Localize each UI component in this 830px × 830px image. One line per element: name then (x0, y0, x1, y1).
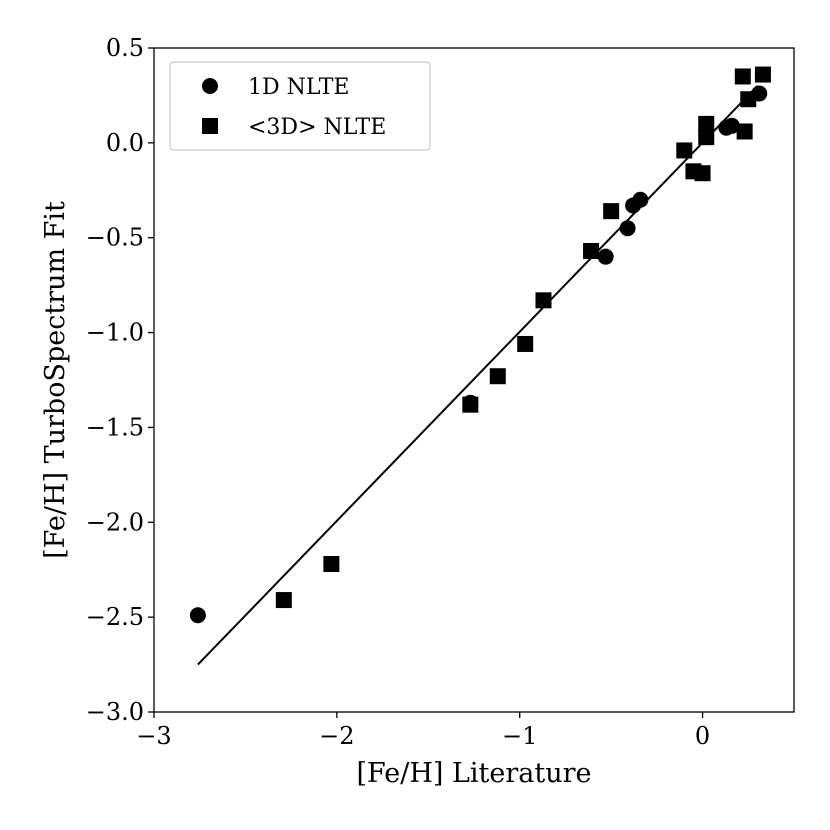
point-3d-nlte (676, 142, 693, 159)
legend-marker-3d-nlte (202, 118, 218, 134)
y-tick-label: −3.0 (86, 698, 144, 726)
point-3d-nlte (698, 115, 715, 132)
y-axis-label: [Fe/H] TurboSpectrum Fit (40, 201, 71, 559)
legend-label-1d-nlte: 1D NLTE (248, 75, 349, 100)
fit-line (197, 85, 759, 666)
point-3d-nlte (740, 91, 757, 108)
y-tick-label: −2.0 (86, 508, 144, 536)
legend: 1D NLTE <3D> NLTE (169, 61, 431, 151)
legend-marker-1d-nlte (202, 78, 218, 94)
point-3d-nlte (462, 396, 479, 413)
x-tick-label: −1 (502, 722, 537, 750)
point-3d-nlte (734, 68, 751, 85)
y-tick-label: −0.5 (86, 224, 144, 252)
point-3d-nlte (517, 335, 534, 352)
y-tick-label: 0.0 (106, 129, 144, 157)
x-tick-label: 0 (695, 722, 710, 750)
y-tick-label: 0.5 (106, 34, 144, 62)
legend-box (169, 61, 431, 151)
plot-frame (153, 47, 795, 713)
point-3d-nlte (698, 129, 715, 146)
y-tick-label: −1.5 (86, 413, 144, 441)
point-3d-nlte (603, 203, 620, 220)
point-1d-nlte (723, 117, 740, 134)
point-3d-nlte (736, 123, 753, 140)
y-tick-label: −1.0 (86, 319, 144, 347)
x-tick-label: −3 (136, 722, 171, 750)
x-axis-label: [Fe/H] Literature (356, 758, 591, 789)
point-3d-nlte (489, 368, 506, 385)
point-1d-nlte (619, 220, 636, 237)
point-3d-nlte (754, 66, 771, 83)
x-tick-label: −2 (319, 722, 354, 750)
fit-line-layer (197, 85, 759, 666)
axis-ticks: −3 −2 −1 0 0.5 0.0 −0.5 −1.0 −1.5 −2.0 −2.5 −3.0 (86, 34, 710, 750)
point-3d-nlte (275, 592, 292, 609)
point-1d-nlte (597, 248, 614, 265)
point-1d-nlte (189, 607, 206, 624)
y-tick-label: −2.5 (86, 603, 144, 631)
legend-label-3d-nlte: <3D> NLTE (248, 115, 386, 140)
point-3d-nlte (694, 165, 711, 182)
point-3d-nlte (323, 556, 340, 573)
